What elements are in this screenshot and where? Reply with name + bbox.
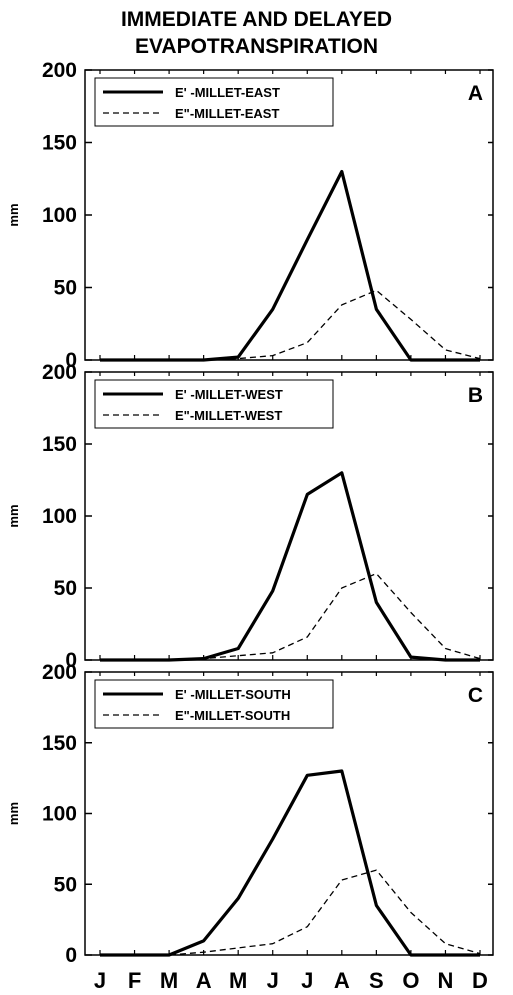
y-tick-label: 150: [42, 732, 77, 755]
legend-box: [94, 77, 334, 127]
series-line-delayed: [100, 869, 481, 956]
x-tick-label: J: [267, 968, 279, 993]
panel-letter: C: [468, 684, 483, 707]
x-tick-label: A: [196, 968, 212, 993]
panel-c: 0 50 100 150 200 mm E' -MILLET-SOUTH E"-MILLET-…: [6, 661, 494, 967]
x-tick-label: M: [160, 968, 178, 993]
title-line-1: IMMEDIATE AND DELAYED: [120, 8, 393, 31]
y-tick-label: 100: [42, 803, 77, 826]
y-tick-label: 200: [42, 661, 77, 684]
x-tick-label: A: [334, 968, 350, 993]
y-tick-label: 200: [42, 59, 77, 82]
legend-label: E"-MILLET-WEST: [175, 408, 282, 423]
legend-label: E"-MILLET-EAST: [175, 106, 279, 121]
y-axis-label: mm: [6, 203, 21, 226]
x-tick-label: D: [472, 968, 488, 993]
y-axis-label: mm: [6, 504, 21, 527]
legend-box: [94, 379, 334, 429]
x-tick-label: S: [369, 968, 384, 993]
panel-a: 0 50 100 150 200 mm E' -MILLET-EAST E"-MILLET-E…: [6, 59, 494, 372]
legend-box: [94, 679, 334, 729]
y-tick-label: 50: [54, 577, 77, 600]
title-line-2: EVAPOTRANSPIRATION: [134, 35, 379, 58]
y-tick-label: 150: [42, 132, 77, 155]
legend-label: E"-MILLET-SOUTH: [175, 708, 290, 723]
y-tick-label: 0: [65, 649, 77, 672]
series-line-immediate: [100, 169, 480, 362]
panel-letter: B: [468, 384, 483, 407]
series-line-delayed: [100, 289, 481, 361]
legend-label: E' -MILLET-SOUTH: [175, 687, 291, 702]
y-tick-label: 0: [65, 349, 77, 372]
y-axis-label: mm: [6, 802, 21, 825]
panel-b: 0 50 100 150 200 mm E' -MILLET-WEST E"-MILLET-W…: [6, 361, 494, 672]
series-line-delayed: [100, 572, 481, 661]
y-tick-label: 50: [54, 277, 77, 300]
panel-letter: A: [468, 82, 483, 105]
y-tick-label: 100: [42, 505, 77, 528]
legend-label: E' -MILLET-EAST: [175, 85, 280, 100]
x-tick-label: N: [438, 968, 454, 993]
figure-title: IMMEDIATE AND DELAYED EVAPOTRANSPIRATION: [0, 6, 513, 60]
y-tick-label: 200: [42, 361, 77, 384]
y-tick-label: 100: [42, 204, 77, 227]
y-tick-label: 0: [65, 944, 77, 967]
x-tick-label: F: [128, 968, 141, 993]
x-tick-label: J: [94, 968, 106, 993]
legend-label: E' -MILLET-WEST: [175, 387, 283, 402]
series-line-immediate: [100, 769, 480, 957]
x-tick-label: M: [229, 968, 247, 993]
x-tick-label: O: [402, 968, 419, 993]
y-tick-label: 50: [54, 873, 77, 896]
y-tick-label: 150: [42, 433, 77, 456]
series-line-immediate: [100, 471, 480, 662]
x-tick-label: J: [301, 968, 313, 993]
